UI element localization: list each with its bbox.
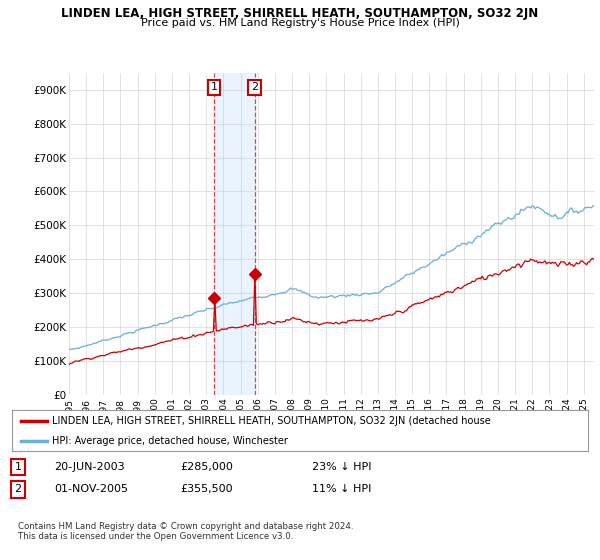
Text: 20-JUN-2003: 20-JUN-2003 [54, 462, 125, 472]
Text: 2: 2 [14, 484, 22, 494]
Text: LINDEN LEA, HIGH STREET, SHIRRELL HEATH, SOUTHAMPTON, SO32 2JN: LINDEN LEA, HIGH STREET, SHIRRELL HEATH,… [61, 7, 539, 20]
Bar [214, 73, 255, 395]
Text: 1: 1 [211, 82, 218, 92]
Text: 01-NOV-2005: 01-NOV-2005 [54, 484, 128, 494]
Text: 1: 1 [14, 462, 22, 472]
Text: 23% ↓ HPI: 23% ↓ HPI [312, 462, 371, 472]
Text: £285,000: £285,000 [180, 462, 233, 472]
Text: LINDEN LEA, HIGH STREET, SHIRRELL HEATH, SOUTHAMPTON, SO32 2JN (detached house: LINDEN LEA, HIGH STREET, SHIRRELL HEATH,… [52, 416, 491, 426]
Text: Contains HM Land Registry data © Crown copyright and database right 2024.
This d: Contains HM Land Registry data © Crown c… [18, 522, 353, 542]
Text: £355,500: £355,500 [180, 484, 233, 494]
Text: Price paid vs. HM Land Registry's House Price Index (HPI): Price paid vs. HM Land Registry's House … [140, 18, 460, 28]
Text: HPI: Average price, detached house, Winchester: HPI: Average price, detached house, Winc… [52, 436, 288, 446]
Text: 11% ↓ HPI: 11% ↓ HPI [312, 484, 371, 494]
Text: 2: 2 [251, 82, 259, 92]
